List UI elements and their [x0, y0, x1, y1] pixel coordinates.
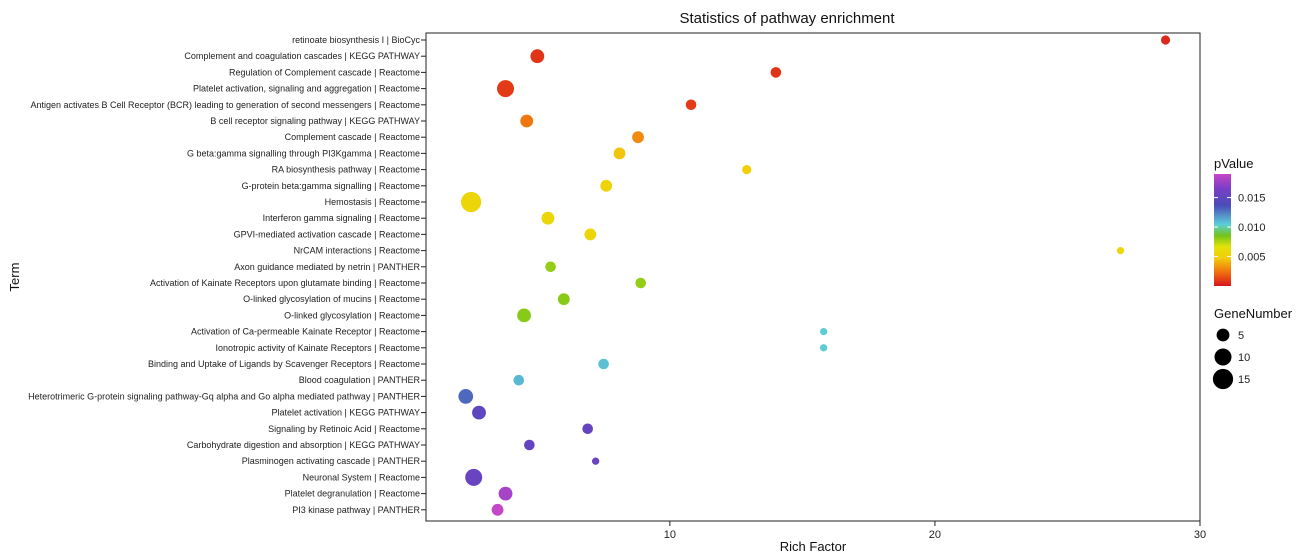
term-label: NrCAM interactions | Reactome: [294, 246, 420, 256]
genenumber-legend-title: GeneNumber: [1214, 306, 1293, 321]
data-point: [497, 80, 515, 98]
pvalue-colorbar: [1214, 174, 1231, 286]
term-label: O-linked glycosylation | Reactome: [284, 310, 420, 320]
data-point: [582, 423, 593, 435]
colorbar-tick-label: 0.015: [1238, 193, 1266, 205]
colorbar-tick-label: 0.005: [1238, 252, 1266, 264]
term-label: Hemostasis | Reactome: [325, 197, 420, 207]
term-label: G-protein beta:gamma signalling | Reacto…: [242, 181, 420, 191]
size-legend-label: 15: [1238, 374, 1250, 386]
data-point: [632, 131, 644, 144]
data-point: [1160, 35, 1171, 45]
data-point: [513, 374, 525, 386]
chart-title: Statistics of pathway enrichment: [679, 10, 895, 27]
term-label: Platelet degranulation | Reactome: [285, 489, 420, 499]
data-point: [819, 344, 828, 352]
data-point: [819, 327, 828, 336]
size-legend-dot: [1216, 328, 1230, 342]
term-label: B cell receptor signaling pathway | KEGG…: [210, 116, 420, 126]
term-label: retinoate biosynthesis I | BioCyc: [292, 35, 420, 45]
x-tick-label: 30: [1194, 529, 1206, 541]
term-label: G beta:gamma signalling through PI3Kgamm…: [187, 148, 420, 158]
data-point: [460, 191, 482, 213]
x-tick-label: 20: [929, 529, 941, 541]
data-point: [498, 486, 513, 501]
pvalue-legend-ticks: 0.015 0.010 0.005: [1214, 193, 1266, 264]
term-label: Antigen activates B Cell Receptor (BCR) …: [30, 100, 420, 110]
term-label: Heterotrimeric G-protein signaling pathw…: [28, 391, 420, 401]
term-label: Binding and Uptake of Ligands by Scaveng…: [148, 359, 420, 369]
data-point: [635, 277, 647, 289]
colorbar-tick-label: 0.010: [1238, 222, 1266, 234]
term-labels: retinoate biosynthesis I | BioCyc Complem…: [28, 35, 420, 515]
data-point: [520, 114, 534, 128]
plot-panel: [425, 32, 1201, 522]
data-point: [557, 293, 570, 306]
x-axis: 10 20 30: [664, 521, 1206, 541]
term-label: Blood coagulation | PANTHER: [299, 375, 421, 385]
data-point: [600, 179, 613, 192]
term-label: RA biosynthesis pathway | Reactome: [272, 165, 420, 175]
data-point: [591, 457, 600, 465]
y-axis-label: Term: [7, 263, 22, 292]
pvalue-legend: pValue 0.015 0.010 0.005: [1214, 156, 1266, 286]
data-point: [613, 147, 626, 160]
data-point: [541, 211, 555, 225]
size-legend-label: 5: [1238, 330, 1244, 342]
term-label: Plasminogen activating cascade | PANTHER: [242, 456, 421, 466]
term-label: GPVI-mediated activation cascade | React…: [234, 229, 420, 239]
data-point: [598, 358, 609, 370]
pvalue-legend-title: pValue: [1214, 156, 1254, 171]
term-label: Neuronal System | Reactome: [303, 472, 420, 482]
size-legend-dot: [1214, 348, 1232, 366]
term-label: Platelet activation, signaling and aggre…: [193, 84, 420, 94]
genenumber-legend: GeneNumber 5 10 15: [1212, 306, 1293, 390]
data-points: [458, 35, 1171, 516]
x-tick-label: 10: [664, 529, 676, 541]
term-label: Axon guidance mediated by netrin | PANTH…: [234, 262, 420, 272]
data-point: [524, 439, 535, 451]
data-point: [458, 389, 474, 404]
data-point: [685, 99, 697, 111]
data-point: [491, 503, 504, 516]
size-legend-dot: [1212, 368, 1234, 390]
term-label: Regulation of Complement cascade | React…: [229, 67, 420, 77]
term-label: Ionotropic activity of Kainate Receptors…: [216, 343, 420, 353]
term-label: Platelet activation | KEGG PATHWAY: [271, 408, 420, 418]
data-point: [1116, 246, 1125, 255]
data-point: [530, 49, 545, 64]
data-point: [584, 228, 597, 241]
term-label: PI3 kinase pathway | PANTHER: [292, 505, 420, 515]
genenumber-legend-items: 5 10 15: [1212, 328, 1250, 390]
term-label: Interferon gamma signaling | Reactome: [263, 213, 420, 223]
data-point: [517, 308, 531, 323]
term-label: Carbohydrate digestion and absorption | …: [187, 440, 420, 450]
data-point: [472, 405, 486, 420]
term-label: Complement cascade | Reactome: [285, 132, 420, 142]
data-point: [770, 67, 782, 78]
data-point: [742, 165, 752, 175]
term-label: Complement and coagulation cascades | KE…: [184, 51, 420, 61]
data-point: [465, 468, 483, 486]
data-point: [545, 261, 556, 273]
size-legend-label: 10: [1238, 352, 1250, 364]
x-axis-label: Rich Factor: [780, 539, 847, 554]
term-label: Activation of Ca-permeable Kainate Recep…: [191, 327, 420, 337]
term-label: Signaling by Retinoic Acid | Reactome: [268, 424, 420, 434]
term-ticks: [421, 39, 426, 511]
term-label: Activation of Kainate Receptors upon glu…: [150, 278, 420, 288]
term-label: O-linked glycosylation of mucins | React…: [243, 294, 420, 304]
